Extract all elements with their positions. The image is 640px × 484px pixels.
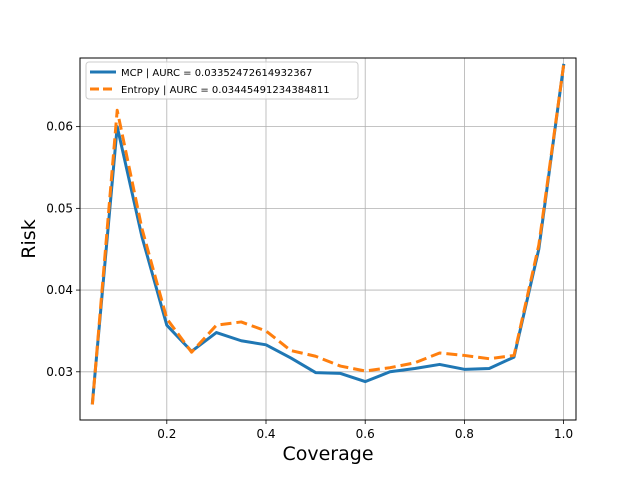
x-tick-label: 0.6 — [356, 427, 375, 441]
ticks-layer: 0.2 0.4 0.6 0.8 1.0 0.03 0.04 0.05 0.06 — [46, 120, 573, 441]
data-point — [116, 109, 118, 111]
x-axis-label: Coverage — [282, 443, 373, 465]
data-point — [314, 355, 316, 357]
data-point — [166, 317, 168, 319]
data-point — [463, 354, 465, 356]
data-point — [488, 358, 490, 360]
series-line-mcp — [90, 63, 566, 405]
data-point — [240, 340, 242, 342]
data-point — [339, 372, 341, 374]
data-point — [290, 357, 292, 359]
data-point — [265, 344, 267, 346]
data-point — [389, 371, 391, 373]
data-point — [414, 367, 416, 369]
legend-box — [85, 61, 359, 100]
data-point — [190, 351, 192, 353]
data-point — [463, 368, 465, 370]
grid-layer — [80, 58, 576, 420]
y-tick-label: 0.04 — [46, 283, 73, 297]
x-tick-label: 0.2 — [157, 427, 176, 441]
data-point — [538, 244, 540, 246]
legend-label-entropy: Entropy | AURC = 0.03445491234384811 — [121, 85, 330, 96]
x-tick-label: 0.8 — [455, 427, 474, 441]
data-point — [141, 228, 143, 230]
legend-label-mcp: MCP | AURC = 0.03352472614932367 — [121, 68, 312, 79]
legend: MCP | AURC = 0.03352472614932367 Entropy… — [85, 61, 359, 100]
data-point — [364, 380, 366, 382]
data-point — [414, 362, 416, 364]
x-tick-label: 1.0 — [554, 427, 573, 441]
data-point — [364, 370, 366, 372]
data-point — [290, 349, 292, 351]
data-point — [240, 321, 242, 323]
data-point — [265, 330, 267, 332]
data-point — [389, 367, 391, 369]
x-tick-label: 0.4 — [256, 427, 275, 441]
data-point — [339, 365, 341, 367]
data-point — [314, 371, 316, 373]
y-axis-label: Risk — [18, 219, 40, 258]
data-point — [91, 403, 93, 405]
data-point — [166, 324, 168, 326]
series-line-entropy — [90, 65, 566, 405]
data-point — [488, 367, 490, 369]
series-layer — [90, 63, 566, 405]
y-tick-label: 0.06 — [46, 120, 73, 134]
y-tick-label: 0.05 — [46, 201, 73, 215]
plot-area-frame — [79, 57, 577, 421]
data-point — [215, 324, 217, 326]
data-point — [438, 363, 440, 365]
data-point — [562, 64, 564, 66]
y-tick-label: 0.03 — [46, 365, 73, 379]
data-point — [215, 331, 217, 333]
data-point — [513, 354, 515, 356]
data-point — [438, 352, 440, 354]
